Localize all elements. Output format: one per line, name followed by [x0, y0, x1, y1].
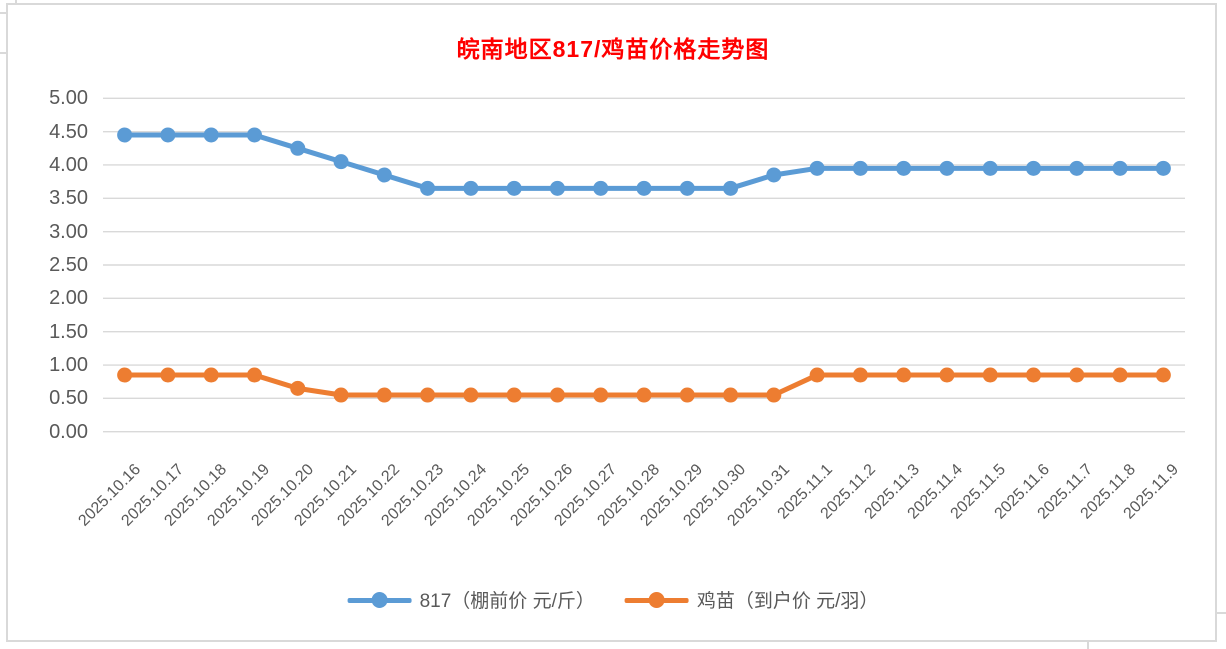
data-point — [766, 167, 782, 183]
data-point — [549, 180, 565, 196]
data-point — [246, 127, 262, 143]
data-point — [593, 387, 609, 403]
data-point — [420, 387, 436, 403]
data-point — [290, 140, 306, 156]
data-point — [117, 127, 133, 143]
y-axis-label: 1.50 — [49, 320, 88, 343]
data-point — [896, 367, 912, 383]
y-axis-label: 2.50 — [49, 254, 88, 276]
data-point — [290, 380, 306, 396]
data-point — [506, 180, 522, 196]
data-point — [723, 387, 739, 403]
data-point — [723, 180, 739, 196]
line-marker-icon — [347, 591, 412, 609]
data-point — [1026, 367, 1042, 383]
data-point — [679, 180, 695, 196]
chart-title: 皖南地区817/鸡苗价格走势图 — [456, 36, 770, 62]
y-axis-label: 3.50 — [49, 187, 88, 210]
data-point — [333, 387, 349, 403]
y-axis-label: 4.50 — [49, 120, 88, 143]
data-point — [593, 180, 609, 196]
line-marker-icon — [624, 591, 689, 609]
y-axis-label: 0.00 — [49, 420, 88, 443]
data-point — [939, 160, 955, 176]
y-axis-label: 3.00 — [49, 220, 88, 243]
data-point — [809, 367, 825, 383]
data-point — [463, 387, 479, 403]
data-point — [636, 180, 652, 196]
data-point — [160, 367, 176, 383]
data-point — [203, 367, 219, 383]
data-point — [982, 160, 998, 176]
data-point — [939, 367, 955, 383]
data-point — [766, 387, 782, 403]
data-point — [896, 160, 912, 176]
data-point — [203, 127, 219, 143]
data-point — [420, 180, 436, 196]
sheet-gridline-stub — [1217, 612, 1226, 614]
data-point — [852, 367, 868, 383]
legend-item-jimiao: 鸡苗（到户价 元/羽） — [624, 586, 879, 613]
legend-label-jimiao: 鸡苗（到户价 元/羽） — [696, 591, 879, 612]
data-point — [246, 367, 262, 383]
data-point — [679, 387, 695, 403]
sheet-gridline-stub — [15, 0, 17, 4]
data-point — [549, 387, 565, 403]
y-axis-label: 5.00 — [49, 87, 88, 110]
data-point — [852, 160, 868, 176]
legend-label-817: 817（棚前价 元/斤） — [419, 591, 595, 612]
y-axis-label: 1.00 — [49, 354, 88, 377]
data-point — [376, 167, 392, 183]
sheet-gridline-stub — [0, 52, 7, 54]
data-point — [982, 367, 998, 383]
data-point — [809, 160, 825, 176]
data-point — [1069, 367, 1085, 383]
data-point — [506, 387, 522, 403]
y-axis-label: 2.00 — [49, 287, 88, 310]
data-point — [333, 154, 349, 170]
data-point — [160, 127, 176, 143]
data-point — [1026, 160, 1042, 176]
y-axis-label: 4.00 — [49, 153, 88, 176]
sheet-gridline-stub — [0, 12, 7, 14]
data-point — [463, 180, 479, 196]
data-point — [117, 367, 133, 383]
data-point — [376, 387, 392, 403]
series-line — [124, 132, 1164, 191]
chart-frame[interactable] — [6, 3, 1217, 642]
y-axis-label: 0.50 — [49, 387, 88, 410]
data-point — [1112, 160, 1128, 176]
sheet-gridline-stub — [1087, 641, 1089, 649]
data-point — [1112, 367, 1128, 383]
data-point — [1069, 160, 1085, 176]
data-point — [1155, 160, 1171, 176]
legend-item-817: 817（棚前价 元/斤） — [347, 586, 595, 613]
data-point — [1155, 367, 1171, 383]
data-point — [636, 387, 652, 403]
legend: 817（棚前价 元/斤） 鸡苗（到户价 元/羽） — [347, 586, 879, 613]
